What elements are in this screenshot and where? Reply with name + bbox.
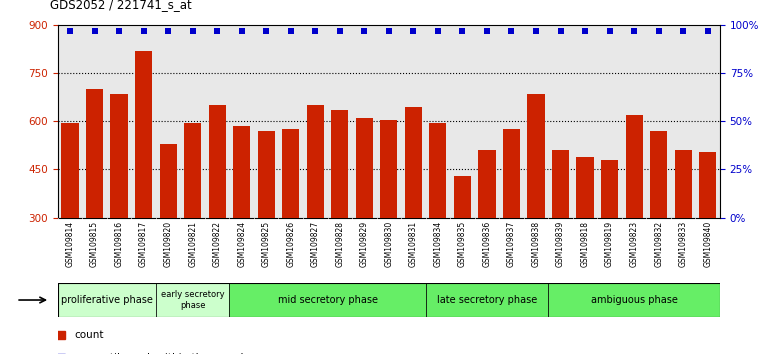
Text: GSM109827: GSM109827 [311, 221, 320, 267]
Text: GSM109822: GSM109822 [213, 221, 222, 267]
Text: GSM109834: GSM109834 [434, 221, 443, 267]
Bar [229, 283, 426, 317]
Bar [331, 110, 348, 314]
Text: GSM109824: GSM109824 [237, 221, 246, 267]
Bar [209, 105, 226, 314]
Text: ambiguous phase: ambiguous phase [591, 295, 678, 305]
Text: percentile rank within the sample: percentile rank within the sample [74, 353, 250, 354]
Text: GSM109829: GSM109829 [360, 221, 369, 267]
Text: GSM109838: GSM109838 [531, 221, 541, 267]
Bar [625, 115, 643, 314]
Bar [282, 129, 300, 314]
Bar [233, 126, 250, 314]
Bar [577, 156, 594, 314]
Bar [548, 283, 720, 317]
Text: GSM109820: GSM109820 [163, 221, 172, 267]
Bar [478, 150, 496, 314]
Bar [527, 94, 544, 314]
Text: GSM109837: GSM109837 [507, 221, 516, 267]
Bar [426, 283, 548, 317]
Text: GSM109831: GSM109831 [409, 221, 418, 267]
Text: GSM109828: GSM109828 [335, 221, 344, 267]
Bar [552, 150, 569, 314]
Text: GSM109816: GSM109816 [115, 221, 123, 267]
Bar [184, 123, 201, 314]
Text: GSM109830: GSM109830 [384, 221, 393, 267]
Bar [110, 94, 128, 314]
Text: GSM109815: GSM109815 [90, 221, 99, 267]
Text: GSM109814: GSM109814 [65, 221, 75, 267]
Text: GSM109823: GSM109823 [630, 221, 638, 267]
Text: GDS2052 / 221741_s_at: GDS2052 / 221741_s_at [50, 0, 192, 11]
Bar [62, 123, 79, 314]
Text: GSM109817: GSM109817 [139, 221, 148, 267]
Bar [675, 150, 691, 314]
Bar [405, 107, 422, 314]
Text: GSM109825: GSM109825 [262, 221, 271, 267]
Bar [601, 160, 618, 314]
Bar [650, 131, 668, 314]
Text: mid secretory phase: mid secretory phase [277, 295, 377, 305]
Bar [159, 144, 176, 314]
Text: GSM109833: GSM109833 [678, 221, 688, 267]
Text: GSM109826: GSM109826 [286, 221, 295, 267]
Text: GSM109840: GSM109840 [703, 221, 712, 267]
Text: late secretory phase: late secretory phase [437, 295, 537, 305]
Text: early secretory
phase: early secretory phase [161, 290, 225, 310]
Bar [503, 129, 520, 314]
Bar [380, 120, 397, 314]
Bar [699, 152, 716, 314]
Bar [135, 51, 152, 314]
Text: GSM109821: GSM109821 [188, 221, 197, 267]
Bar [86, 89, 103, 314]
Text: proliferative phase: proliferative phase [61, 295, 152, 305]
Bar [58, 283, 156, 317]
Text: GSM109818: GSM109818 [581, 221, 590, 267]
Bar [258, 131, 275, 314]
Text: GSM109832: GSM109832 [654, 221, 663, 267]
Bar [430, 123, 447, 314]
Text: count: count [74, 330, 104, 341]
Text: GSM109836: GSM109836 [483, 221, 491, 267]
Bar [356, 118, 373, 314]
Bar [306, 105, 324, 314]
Bar [454, 176, 471, 314]
Text: GSM109835: GSM109835 [458, 221, 467, 267]
Text: GSM109839: GSM109839 [556, 221, 565, 267]
Bar [156, 283, 229, 317]
Text: GSM109819: GSM109819 [605, 221, 614, 267]
